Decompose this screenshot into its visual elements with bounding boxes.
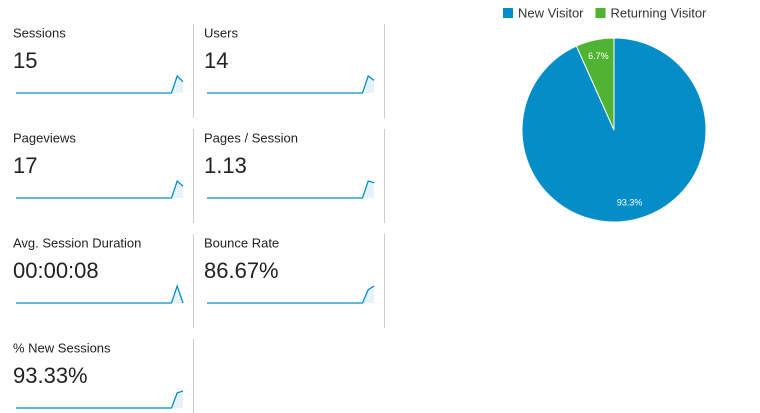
metric-value: 93.33% <box>13 363 88 388</box>
legend-swatch <box>595 8 606 18</box>
legend-label: Returning Visitor <box>611 5 708 20</box>
pie-slice <box>575 37 615 131</box>
sparkline-area <box>16 286 183 303</box>
sparkline <box>16 74 184 94</box>
sparkline-area <box>16 76 183 93</box>
metric-label: Pages / Session <box>204 130 298 145</box>
legend-swatch <box>503 8 513 18</box>
metric-value: 15 <box>13 48 37 73</box>
sparkline-area <box>16 391 183 408</box>
sparkline <box>207 285 375 304</box>
legend-label: New Visitor <box>518 5 584 20</box>
sparkline-area <box>207 181 374 198</box>
metric-label: Avg. Session Duration <box>13 235 141 250</box>
metric-value: 14 <box>204 48 228 73</box>
metric-value: 00:00:08 <box>13 258 99 283</box>
sparkline-area <box>207 286 374 303</box>
metric-value: 1.13 <box>204 153 247 178</box>
metric-value: 17 <box>13 153 37 178</box>
slice-label: 6.7% <box>588 51 609 61</box>
metric-label: % New Sessions <box>13 340 111 355</box>
sparkline <box>207 74 375 94</box>
metric-value: 86.67% <box>204 258 279 283</box>
metric-label: Sessions <box>13 25 66 40</box>
sparkline-area <box>16 181 183 198</box>
metric-label: Users <box>204 25 238 40</box>
slice-label: 93.3% <box>617 198 643 208</box>
sparkline <box>207 180 375 199</box>
metric-label: Pageviews <box>13 130 76 145</box>
sparkline-area <box>207 76 374 93</box>
sparkline <box>16 390 184 409</box>
sparkline <box>16 179 184 199</box>
sparkline <box>16 283 184 304</box>
metric-label: Bounce Rate <box>204 235 279 250</box>
